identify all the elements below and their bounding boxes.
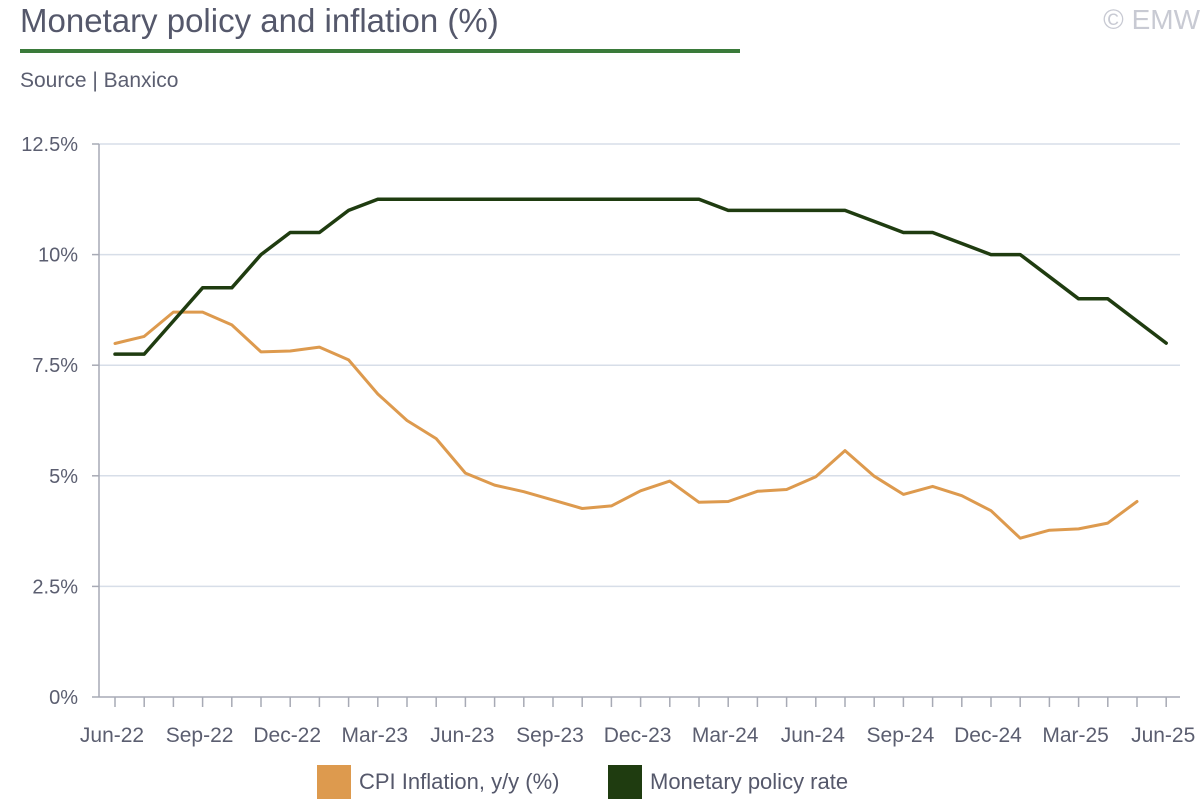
- x-tick-label: Jun-24: [781, 724, 846, 747]
- title-underline: [20, 49, 740, 53]
- chart-title: Monetary policy and inflation (%): [20, 2, 499, 39]
- tick-labels: 0% 2.5% 5% 7.5% 10% 12.5% Jun-22 Sep-22 Dec-22 Ma…: [21, 134, 1195, 747]
- legend: CPI Inflation, y/y (%) Monetary policy r…: [0, 765, 1200, 801]
- axes: [92, 143, 1180, 707]
- y-tick-label: 7.5%: [32, 355, 78, 377]
- x-tick-label: Dec-23: [604, 724, 672, 747]
- x-tick-label: Dec-22: [253, 724, 321, 747]
- x-tick-label: Mar-24: [692, 724, 759, 747]
- cpi-inflation-line: [113, 310, 1139, 540]
- x-tick-label: Jun-25: [1131, 724, 1195, 747]
- legend-swatch-cpi: [317, 765, 351, 799]
- x-tick-label: Mar-25: [1042, 724, 1109, 747]
- y-tick-label: 10%: [38, 245, 78, 267]
- x-tick-label: Sep-23: [516, 724, 584, 747]
- legend-label-policy-rate: Monetary policy rate: [650, 769, 849, 794]
- x-tick-label: Sep-22: [166, 724, 234, 747]
- y-tick-label: 12.5%: [21, 134, 78, 156]
- policy-rate-line: [113, 197, 1168, 356]
- y-tick-label: 2.5%: [32, 576, 78, 598]
- legend-label-cpi: CPI Inflation, y/y (%): [359, 769, 560, 794]
- x-tick-label: Sep-24: [867, 724, 935, 747]
- series-lines: [113, 197, 1168, 540]
- legend-item-cpi: CPI Inflation, y/y (%): [317, 765, 560, 799]
- gridlines: [99, 143, 1180, 588]
- x-tick-label: Jun-22: [80, 724, 144, 747]
- y-tick-label: 0%: [49, 687, 78, 709]
- legend-swatch-policy-rate: [608, 765, 642, 799]
- copyright-mark: © EMW: [1103, 4, 1200, 35]
- x-tick-label: Mar-23: [342, 724, 409, 747]
- x-tick-label: Jun-23: [430, 724, 494, 747]
- legend-item-policy-rate: Monetary policy rate: [608, 765, 848, 799]
- x-tick-label: Dec-24: [954, 724, 1022, 747]
- y-tick-label: 5%: [49, 466, 78, 488]
- source-note: Source | Banxico: [20, 69, 179, 92]
